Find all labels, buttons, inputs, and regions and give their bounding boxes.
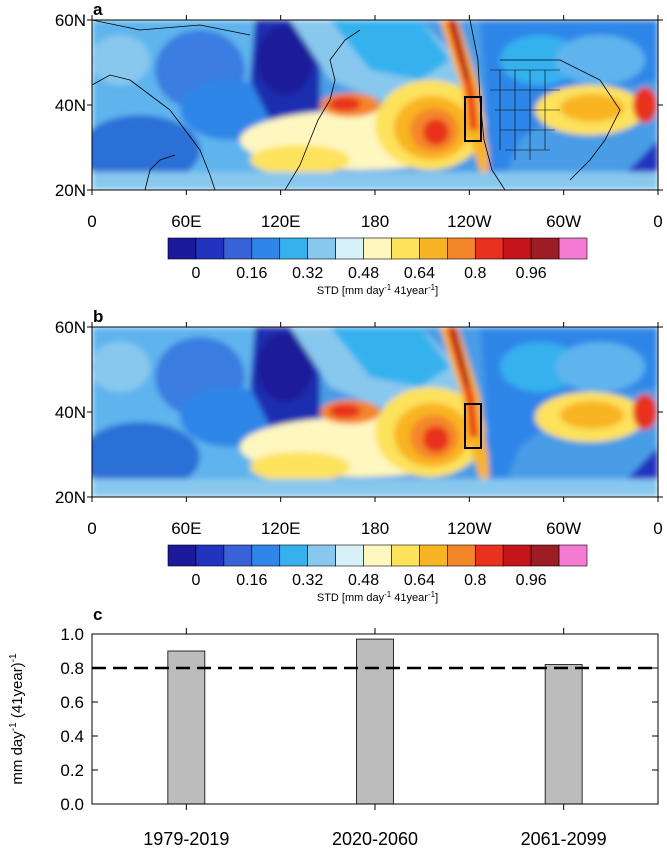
colorbar-swatch: [167, 544, 197, 567]
colorbar-swatch: [251, 237, 281, 260]
colorbar-swatch: [195, 544, 225, 567]
map-panel-a: [91, 19, 659, 191]
colorbar-swatch: [363, 237, 392, 260]
colorbar-swatch: [391, 237, 420, 260]
lat-tick-label: 60N: [55, 11, 86, 30]
colorbar-tick-label: 0.32: [292, 265, 323, 282]
study-region-box-b: [464, 403, 482, 449]
bar-chart-frame: [91, 633, 659, 805]
bar: [544, 664, 583, 805]
lon-tick-label: 60E: [171, 212, 201, 231]
x-tick-label: 2061-2099: [521, 829, 607, 849]
y-tick-label: 0.4: [60, 727, 84, 746]
panel-label-a: a: [93, 0, 103, 19]
colorbar-swatch: [530, 544, 560, 567]
x-tick-label: 1979-2019: [143, 829, 229, 849]
colorbar-title: STD [mm day-1 41year-1]: [317, 283, 438, 297]
colorbar-swatch: [419, 237, 448, 260]
colorbar-swatch: [530, 237, 560, 260]
colorbar-swatch: [474, 237, 504, 260]
colorbar-tick-label: 0.16: [236, 572, 267, 589]
lat-tick-label: 40N: [55, 403, 86, 422]
colorbar-swatch: [558, 237, 588, 260]
lon-tick-label: 180: [361, 519, 389, 538]
colorbar-swatch: [167, 237, 197, 260]
y-tick-label: 0.2: [60, 761, 84, 780]
bar: [356, 638, 394, 805]
panel-label-c: c: [93, 605, 102, 624]
lon-tick-label: 60E: [171, 519, 201, 538]
colorbar-tick-label: 0.48: [348, 572, 379, 589]
lon-tick-label: 60W: [546, 212, 581, 231]
lon-tick-label: 0: [87, 212, 96, 231]
colorbar-tick-label: 0.48: [348, 265, 379, 282]
lon-tick-label: 120E: [261, 212, 301, 231]
lon-tick-label: 0: [87, 519, 96, 538]
colorbar-swatch: [279, 237, 308, 260]
colorbar-swatch: [474, 544, 504, 567]
colorbar-swatch: [307, 237, 336, 260]
y-axis-label: mm day-1 (41year)-1: [8, 653, 26, 785]
colorbar-tick-label: 0.32: [292, 572, 323, 589]
lon-tick-label: 120E: [261, 519, 301, 538]
panel-label-b: b: [93, 307, 103, 326]
map-panel-b: [91, 326, 659, 498]
colorbar-swatch: [335, 544, 364, 567]
colorbar-swatch: [447, 237, 476, 260]
colorbar-tick-label: 0.8: [464, 265, 486, 282]
study-region-box: [464, 96, 482, 142]
colorbar-tick-label: 0.96: [516, 572, 547, 589]
colorbar-tick-label: 0: [191, 265, 200, 282]
y-tick-label: 1.0: [60, 625, 84, 644]
lon-tick-label: 120W: [447, 212, 491, 231]
colorbar-swatch: [195, 237, 225, 260]
x-tick-label: 2020-2060: [332, 829, 418, 849]
colorbar-swatch: [251, 544, 281, 567]
lon-tick-label: 0: [653, 519, 662, 538]
colorbar-tick-label: 0.64: [404, 265, 435, 282]
colorbar-tick-label: 0.16: [236, 265, 267, 282]
y-tick-label: 0.8: [60, 659, 84, 678]
colorbar-swatch: [447, 544, 476, 567]
colorbar-swatch: [279, 544, 308, 567]
colorbar-swatch: [391, 544, 420, 567]
colorbar-title: STD [mm day-1 41year-1]: [317, 590, 438, 604]
lon-tick-label: 60W: [546, 519, 581, 538]
colorbar-tick-label: 0: [191, 572, 200, 589]
lon-tick-label: 120W: [447, 519, 491, 538]
lat-tick-label: 40N: [55, 96, 86, 115]
colorbar-swatch: [335, 237, 364, 260]
lon-tick-label: 180: [361, 212, 389, 231]
lat-tick-label: 60N: [55, 318, 86, 337]
colorbar-swatch: [223, 544, 253, 567]
y-tick-label: 0.0: [60, 795, 84, 814]
colorbar-swatch: [419, 544, 448, 567]
colorbar-swatch: [502, 237, 532, 260]
colorbar-swatch: [363, 544, 392, 567]
bar: [167, 650, 206, 805]
lat-tick-label: 20N: [55, 488, 86, 507]
y-tick-label: 0.6: [60, 693, 84, 712]
colorbar-swatch: [558, 544, 588, 567]
lat-tick-label: 20N: [55, 181, 86, 200]
lon-tick-label: 0: [653, 212, 662, 231]
colorbar-tick-label: 0.96: [516, 265, 547, 282]
colorbar-tick-label: 0.64: [404, 572, 435, 589]
colorbar-swatch: [223, 237, 253, 260]
colorbar-tick-label: 0.8: [464, 572, 486, 589]
colorbar-swatch: [502, 544, 532, 567]
colorbar-swatch: [307, 544, 336, 567]
